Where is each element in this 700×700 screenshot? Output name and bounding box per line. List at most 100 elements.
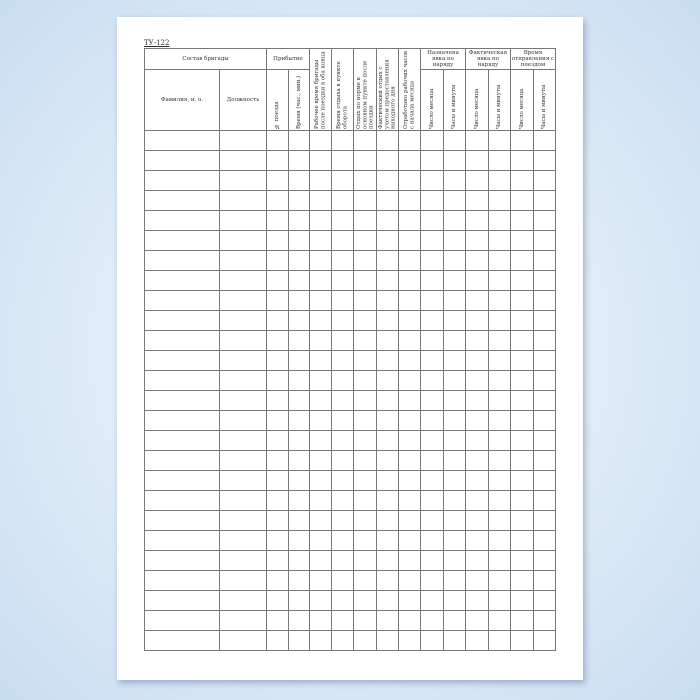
table-cell[interactable] [288, 210, 310, 231]
table-cell[interactable] [420, 350, 444, 371]
table-cell[interactable] [376, 630, 399, 651]
table-cell[interactable] [465, 170, 489, 191]
table-cell[interactable] [443, 390, 466, 411]
table-cell[interactable] [144, 230, 220, 251]
table-cell[interactable] [331, 190, 354, 211]
table-cell[interactable] [398, 250, 421, 271]
table-cell[interactable] [465, 190, 489, 211]
table-cell[interactable] [420, 510, 444, 531]
table-cell[interactable] [219, 330, 267, 351]
table-cell[interactable] [288, 570, 310, 591]
table-cell[interactable] [376, 290, 399, 311]
table-cell[interactable] [219, 270, 267, 291]
table-cell[interactable] [219, 250, 267, 271]
table-cell[interactable] [309, 350, 332, 371]
table-cell[interactable] [266, 450, 289, 471]
table-cell[interactable] [331, 390, 354, 411]
table-cell[interactable] [510, 210, 534, 231]
table-cell[interactable] [309, 130, 332, 151]
table-cell[interactable] [309, 610, 332, 631]
table-cell[interactable] [488, 450, 511, 471]
table-cell[interactable] [266, 530, 289, 551]
table-cell[interactable] [288, 150, 310, 171]
table-cell[interactable] [443, 610, 466, 631]
table-cell[interactable] [398, 330, 421, 351]
table-cell[interactable] [465, 570, 489, 591]
table-cell[interactable] [465, 290, 489, 311]
table-cell[interactable] [331, 130, 354, 151]
table-cell[interactable] [331, 310, 354, 331]
table-cell[interactable] [510, 490, 534, 511]
table-cell[interactable] [144, 370, 220, 391]
table-cell[interactable] [398, 150, 421, 171]
table-cell[interactable] [443, 290, 466, 311]
table-cell[interactable] [465, 370, 489, 391]
table-cell[interactable] [288, 370, 310, 391]
table-cell[interactable] [398, 170, 421, 191]
table-cell[interactable] [353, 410, 377, 431]
table-cell[interactable] [266, 290, 289, 311]
table-cell[interactable] [488, 290, 511, 311]
table-cell[interactable] [309, 150, 332, 171]
table-cell[interactable] [309, 170, 332, 191]
table-cell[interactable] [398, 370, 421, 391]
table-cell[interactable] [488, 330, 511, 351]
table-cell[interactable] [510, 290, 534, 311]
table-cell[interactable] [266, 410, 289, 431]
table-cell[interactable] [398, 350, 421, 371]
table-cell[interactable] [398, 610, 421, 631]
table-cell[interactable] [219, 430, 267, 451]
table-cell[interactable] [398, 570, 421, 591]
table-cell[interactable] [309, 550, 332, 571]
table-cell[interactable] [331, 470, 354, 491]
table-cell[interactable] [420, 590, 444, 611]
table-cell[interactable] [533, 310, 556, 331]
table-cell[interactable] [144, 150, 220, 171]
table-cell[interactable] [488, 410, 511, 431]
table-cell[interactable] [420, 610, 444, 631]
table-cell[interactable] [465, 510, 489, 531]
table-cell[interactable] [443, 130, 466, 151]
table-cell[interactable] [398, 530, 421, 551]
table-cell[interactable] [376, 130, 399, 151]
table-cell[interactable] [488, 470, 511, 491]
table-cell[interactable] [376, 490, 399, 511]
table-cell[interactable] [376, 530, 399, 551]
table-cell[interactable] [376, 450, 399, 471]
table-cell[interactable] [144, 130, 220, 151]
table-cell[interactable] [420, 530, 444, 551]
table-cell[interactable] [510, 510, 534, 531]
table-cell[interactable] [533, 550, 556, 571]
table-cell[interactable] [420, 630, 444, 651]
table-cell[interactable] [510, 450, 534, 471]
table-cell[interactable] [353, 290, 377, 311]
table-cell[interactable] [376, 190, 399, 211]
table-cell[interactable] [533, 290, 556, 311]
table-cell[interactable] [420, 370, 444, 391]
table-cell[interactable] [510, 330, 534, 351]
table-cell[interactable] [288, 190, 310, 211]
table-cell[interactable] [443, 370, 466, 391]
table-cell[interactable] [266, 590, 289, 611]
table-cell[interactable] [309, 330, 332, 351]
table-cell[interactable] [219, 190, 267, 211]
table-cell[interactable] [309, 530, 332, 551]
table-cell[interactable] [533, 190, 556, 211]
table-cell[interactable] [420, 130, 444, 151]
table-cell[interactable] [465, 130, 489, 151]
table-cell[interactable] [288, 390, 310, 411]
table-cell[interactable] [488, 630, 511, 651]
table-cell[interactable] [533, 210, 556, 231]
table-cell[interactable] [219, 390, 267, 411]
table-cell[interactable] [309, 630, 332, 651]
table-cell[interactable] [533, 150, 556, 171]
table-cell[interactable] [376, 510, 399, 531]
table-cell[interactable] [219, 410, 267, 431]
table-cell[interactable] [533, 530, 556, 551]
table-cell[interactable] [309, 250, 332, 271]
table-cell[interactable] [288, 530, 310, 551]
table-cell[interactable] [398, 430, 421, 451]
table-cell[interactable] [398, 270, 421, 291]
table-cell[interactable] [219, 210, 267, 231]
table-cell[interactable] [510, 570, 534, 591]
